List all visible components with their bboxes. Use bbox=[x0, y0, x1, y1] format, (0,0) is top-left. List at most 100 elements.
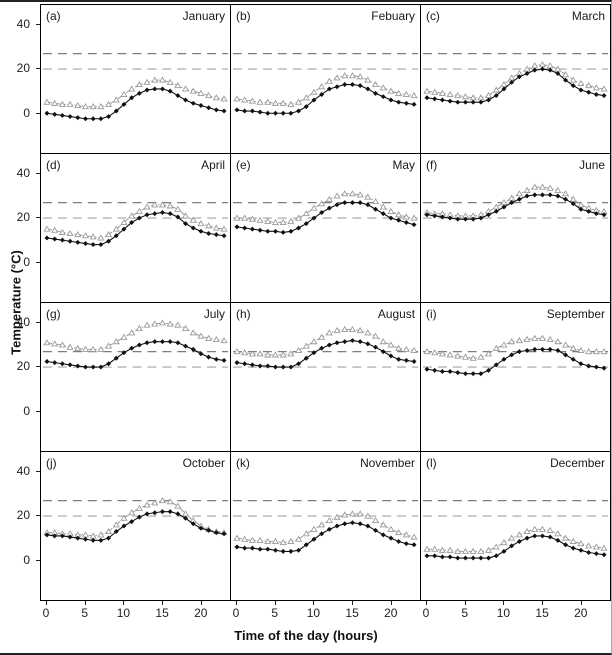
open-triangle-marker bbox=[371, 332, 380, 339]
open-triangle-marker bbox=[58, 341, 66, 348]
filled-diamond-marker bbox=[198, 351, 204, 357]
filled-diamond-marker bbox=[44, 359, 50, 365]
filled-diamond-marker bbox=[90, 242, 96, 248]
y-tick-mark bbox=[36, 322, 40, 323]
filled-diamond-marker bbox=[432, 367, 438, 373]
open-triangle-marker bbox=[66, 343, 74, 350]
filled-diamond-marker bbox=[532, 192, 538, 198]
open-triangle-marker bbox=[158, 319, 167, 326]
filled-diamond-marker bbox=[462, 99, 468, 105]
panel-month-label: April bbox=[201, 158, 225, 172]
filled-diamond-marker bbox=[403, 219, 409, 225]
open-triangle-marker bbox=[97, 531, 105, 538]
filled-diamond-marker bbox=[334, 523, 340, 529]
open-triangle-marker bbox=[271, 99, 280, 106]
panel-november: (k) November bbox=[230, 451, 420, 600]
filled-diamond-marker bbox=[167, 509, 173, 515]
filled-diamond-marker bbox=[326, 526, 332, 532]
filled-diamond-marker bbox=[190, 521, 196, 527]
open-triangle-marker bbox=[592, 543, 600, 550]
open-triangle-marker bbox=[318, 200, 326, 207]
filled-diamond-marker bbox=[234, 107, 240, 113]
filled-diamond-marker bbox=[183, 515, 189, 521]
filled-diamond-marker bbox=[501, 204, 507, 210]
panel-month-label: June bbox=[579, 158, 605, 172]
filled-diamond-marker bbox=[59, 237, 65, 243]
filled-diamond-marker bbox=[380, 532, 386, 538]
filled-diamond-marker bbox=[593, 364, 599, 370]
open-triangle-marker bbox=[166, 498, 174, 505]
filled-diamond-marker bbox=[403, 100, 409, 106]
open-triangle-marker bbox=[264, 351, 272, 358]
filled-diamond-marker bbox=[44, 235, 50, 241]
filled-diamond-marker bbox=[144, 87, 150, 93]
open-triangle-marker bbox=[387, 525, 395, 532]
filled-diamond-marker bbox=[90, 116, 96, 122]
open-triangle-marker bbox=[379, 338, 387, 345]
filled-diamond-marker bbox=[121, 350, 127, 356]
filled-diamond-marker bbox=[121, 523, 127, 529]
open-triangle-marker bbox=[500, 538, 508, 546]
filled-diamond-marker bbox=[265, 228, 271, 234]
open-triangle-marker bbox=[410, 91, 418, 99]
y-tick-label: 0 bbox=[23, 552, 30, 567]
filled-diamond-marker bbox=[136, 215, 142, 221]
filled-diamond-marker bbox=[326, 342, 332, 348]
filled-diamond-marker bbox=[82, 364, 88, 370]
filled-diamond-marker bbox=[272, 228, 278, 234]
filled-diamond-marker bbox=[206, 354, 212, 360]
filled-diamond-marker bbox=[206, 105, 212, 111]
open-triangle-marker bbox=[492, 344, 500, 351]
filled-diamond-marker bbox=[516, 196, 522, 202]
filled-diamond-marker bbox=[432, 213, 438, 219]
filled-diamond-marker bbox=[98, 242, 104, 248]
filled-diamond-marker bbox=[249, 545, 255, 551]
panel-plot: (b) Febuary bbox=[232, 9, 419, 116]
filled-diamond-marker bbox=[342, 339, 348, 345]
open-triangle-marker bbox=[51, 226, 59, 233]
filled-diamond-marker bbox=[198, 103, 204, 108]
open-triangle-marker bbox=[515, 336, 523, 344]
filled-diamond-marker bbox=[175, 340, 181, 346]
open-triangle-marker bbox=[585, 542, 593, 549]
filled-diamond-marker bbox=[432, 553, 438, 559]
open-triangle-marker bbox=[74, 344, 82, 351]
filled-diamond-marker bbox=[59, 361, 65, 367]
filled-diamond-marker bbox=[509, 200, 515, 206]
open-triangle-marker bbox=[341, 325, 349, 333]
filled-diamond-marker bbox=[234, 224, 240, 230]
open-triangle-marker bbox=[379, 521, 387, 528]
x-tick-mark bbox=[162, 601, 164, 605]
open-triangle-marker bbox=[318, 83, 326, 90]
open-triangle-marker bbox=[51, 340, 59, 347]
panel-month-label: August bbox=[378, 307, 416, 321]
y-tick-label: 0 bbox=[23, 403, 30, 418]
filled-diamond-marker bbox=[388, 97, 394, 103]
filled-diamond-marker bbox=[365, 341, 371, 347]
filled-diamond-marker bbox=[563, 77, 569, 83]
filled-diamond-marker bbox=[555, 193, 561, 199]
filled-diamond-marker bbox=[411, 101, 417, 107]
open-triangle-marker bbox=[461, 93, 470, 100]
x-tick-label: 10 bbox=[496, 606, 511, 620]
open-triangle-marker bbox=[220, 225, 228, 232]
panel-month-label: May bbox=[393, 158, 416, 172]
open-triangle-marker bbox=[205, 222, 213, 229]
filled-diamond-marker bbox=[555, 348, 561, 353]
filled-diamond-marker bbox=[98, 364, 104, 370]
filled-diamond-marker bbox=[82, 116, 88, 122]
y-tick-mark bbox=[36, 68, 40, 70]
open-triangle-marker bbox=[43, 98, 51, 105]
filled-diamond-marker bbox=[532, 533, 538, 539]
panel-august: (h) August bbox=[230, 302, 420, 451]
open-triangle-marker bbox=[97, 103, 105, 110]
open-triangle-marker bbox=[287, 100, 295, 107]
open-triangle-marker bbox=[364, 329, 372, 336]
y-tick-mark bbox=[36, 24, 40, 25]
open-triangle-marker bbox=[294, 535, 303, 542]
y-tick-mark bbox=[36, 471, 40, 472]
filled-diamond-marker bbox=[342, 82, 348, 88]
open-triangle-marker bbox=[561, 71, 570, 78]
open-triangle-marker bbox=[402, 90, 410, 97]
filled-diamond-marker bbox=[198, 228, 204, 234]
